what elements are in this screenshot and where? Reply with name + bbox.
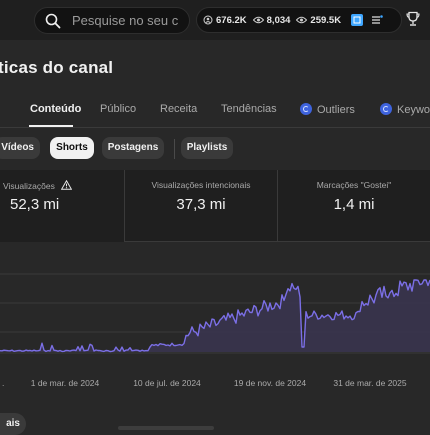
eye-icon	[296, 16, 307, 24]
search-box[interactable]	[34, 7, 190, 34]
keywords-badge-icon	[380, 103, 392, 115]
tab-keywords-label: Keywo	[397, 104, 430, 116]
x-tick-label: 31 de mar. de 2025	[333, 378, 407, 388]
metric-card-views[interactable]: Visualizações 52,3 mi	[0, 170, 124, 242]
subscribers-value: 676.2K	[216, 15, 247, 26]
tab-content[interactable]: Conteúdo	[30, 103, 81, 115]
warning-icon	[61, 180, 72, 190]
x-tick-label: 10 de jul. de 2024	[133, 378, 201, 388]
tab-outliers[interactable]: Outliers	[300, 103, 355, 116]
views-chart[interactable]: 1 de mar. de 2024 10 de jul. de 2024 19 de…	[0, 262, 430, 392]
metric-label-likes: Marcações "Gostei"	[278, 180, 430, 190]
analytics-tabs: l Conteúdo Público Receita Tendências Ou…	[0, 98, 430, 128]
views-48h-value: 259.5K	[310, 15, 341, 26]
views-48h-stat: 259.5K	[296, 15, 341, 26]
metric-cards: Visualizações 52,3 mi Visualizações inte…	[0, 170, 430, 242]
outliers-badge-icon	[300, 103, 312, 115]
views-value: 8,034	[267, 15, 291, 26]
more-details-pill[interactable]: ais	[0, 413, 26, 435]
search-input[interactable]	[72, 13, 182, 28]
views-stat: 8,034	[253, 15, 291, 26]
extension-icon[interactable]	[351, 14, 363, 26]
tab-audience[interactable]: Público	[100, 103, 136, 115]
chip-shorts[interactable]: Shorts	[50, 137, 94, 159]
metric-card-engaged-views[interactable]: Visualizações intencionais 37,3 mi	[124, 170, 277, 242]
horizontal-scrollbar[interactable]	[118, 426, 214, 430]
chip-posts[interactable]: Postagens	[102, 137, 164, 159]
subscribers-stat: 676.2K	[203, 15, 247, 26]
tabs-divider	[0, 127, 430, 128]
tab-trends[interactable]: Tendências	[221, 103, 277, 115]
trophy-icon[interactable]	[406, 11, 420, 27]
metric-label-views-text: Visualizações	[3, 181, 55, 191]
chart-area-fill	[0, 280, 430, 352]
tab-keywords[interactable]: Keywo	[380, 103, 430, 116]
metric-value-views: 52,3 mi	[10, 196, 124, 213]
x-tick-label: 1 de mar. de 2024	[31, 378, 100, 388]
metric-label-views: Visualizações	[3, 180, 124, 191]
top-bar: 676.2K 8,034 259.5K	[0, 0, 430, 40]
metric-card-likes[interactable]: Marcações "Gostei" 1,4 mi	[277, 170, 430, 242]
tab-revenue[interactable]: Receita	[160, 103, 197, 115]
tab-outliers-label: Outliers	[317, 104, 355, 116]
page-title: ticas do canal	[0, 58, 113, 78]
metric-value-engaged-views: 37,3 mi	[125, 196, 277, 213]
menu-list-icon[interactable]	[372, 15, 383, 25]
metric-label-engaged-views: Visualizações intencionais	[125, 180, 277, 190]
chip-playlists[interactable]: Playlists	[181, 137, 233, 159]
chip-separator	[174, 139, 175, 159]
x-tick-label-partial: .	[2, 378, 4, 388]
metric-value-likes: 1,4 mi	[278, 196, 430, 213]
x-tick-label: 19 de nov. de 2024	[234, 378, 306, 388]
eye-icon	[253, 16, 264, 24]
search-icon[interactable]	[44, 12, 62, 30]
chip-videos[interactable]: Vídeos	[0, 137, 40, 159]
subscribers-icon	[203, 15, 213, 25]
channel-stats-bar: 676.2K 8,034 259.5K	[196, 7, 402, 33]
